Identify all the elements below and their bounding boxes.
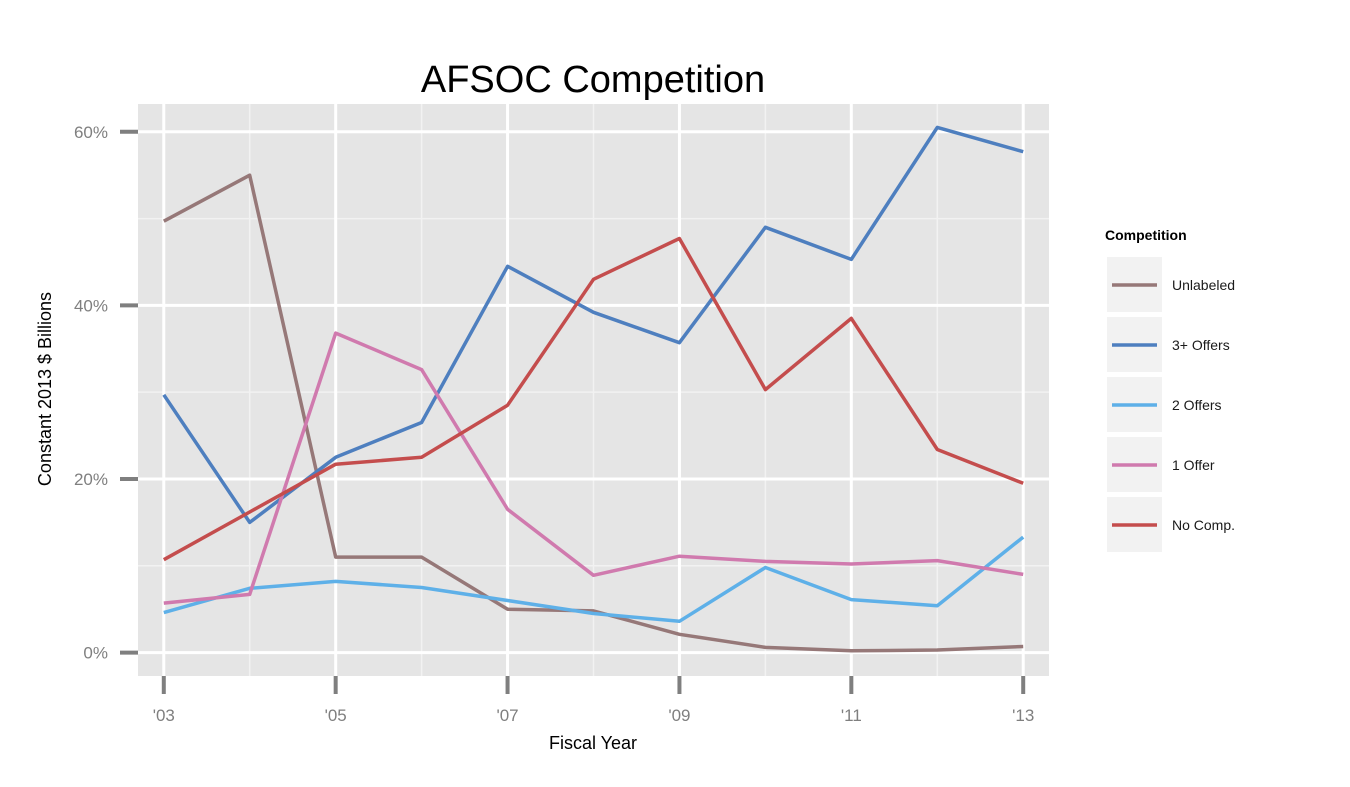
legend: Competition Unlabeled 3+ Offers 2 Offers 1 … xyxy=(1105,227,1235,552)
x-tick-label: '11 xyxy=(841,706,862,725)
x-axis-title: Fiscal Year xyxy=(549,733,637,753)
grid-major xyxy=(138,104,1049,676)
x-tick-label: '13 xyxy=(1012,706,1034,725)
y-tick-label: 20% xyxy=(74,470,108,489)
legend-label-unlabeled: Unlabeled xyxy=(1172,277,1235,293)
legend-title: Competition xyxy=(1105,227,1187,243)
legend-label-no-comp: No Comp. xyxy=(1172,517,1235,533)
y-tick-label: 40% xyxy=(74,296,108,315)
legend-label-3-offers: 3+ Offers xyxy=(1172,337,1230,353)
x-tick-label: '03 xyxy=(153,706,175,725)
y-axis: 0% 20% 40% 60% xyxy=(74,123,138,663)
x-tick-label: '07 xyxy=(496,706,518,725)
x-tick-label: '09 xyxy=(668,706,690,725)
y-axis-title: Constant 2013 $ Billions xyxy=(35,292,55,486)
x-tick-label: '05 xyxy=(325,706,347,725)
chart-title: AFSOC Competition xyxy=(421,59,765,101)
series-lines xyxy=(162,125,1025,653)
series-line-2-offers xyxy=(163,535,1025,624)
series-line-unlabeled xyxy=(162,173,1024,653)
x-axis: '03 '05 '07 '09 '11 '13 xyxy=(153,676,1034,725)
series-line-1-offer xyxy=(163,331,1024,605)
grid-minor xyxy=(138,104,1049,676)
legend-label-2-offers: 2 Offers xyxy=(1172,397,1222,413)
series-line-no-comp xyxy=(162,236,1024,562)
y-tick-label: 0% xyxy=(83,644,108,663)
legend-label-1-offer: 1 Offer xyxy=(1172,457,1215,473)
y-tick-label: 60% xyxy=(74,123,108,142)
